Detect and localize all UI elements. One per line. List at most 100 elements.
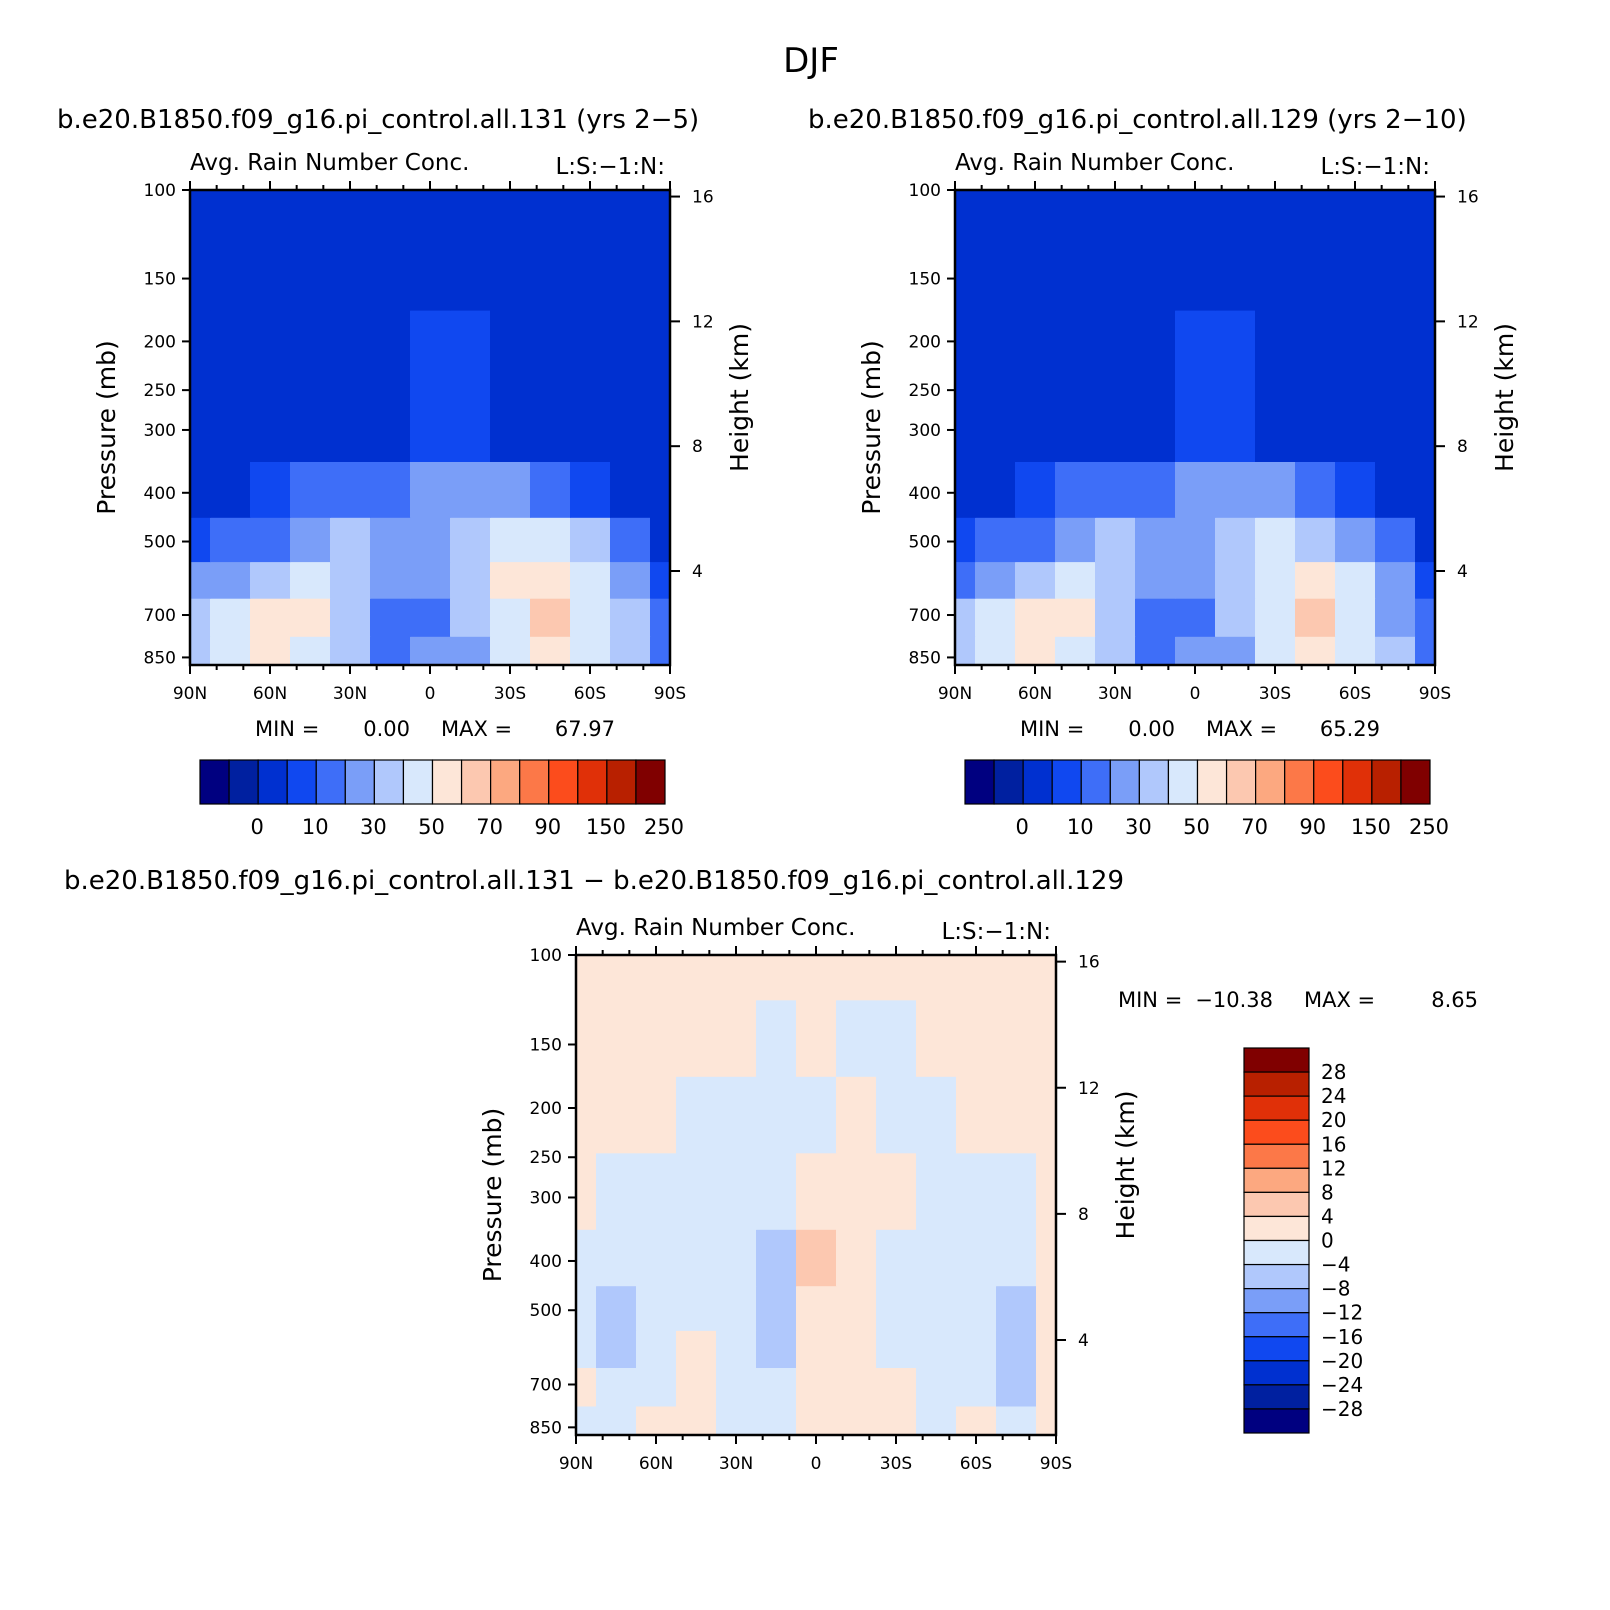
pressure-tick-label: 100 xyxy=(144,181,176,201)
contour-cell xyxy=(596,955,637,1001)
contour-cell xyxy=(210,598,251,637)
contour-cell xyxy=(1415,636,1436,666)
contour-cell xyxy=(570,310,611,462)
colorbar-swatch xyxy=(635,759,666,805)
contour-cell xyxy=(636,955,677,1001)
contour-cell xyxy=(210,461,251,518)
contour-cell xyxy=(1215,461,1256,518)
contour-cell xyxy=(1095,636,1136,666)
contour-cell xyxy=(610,190,651,311)
contour-cell xyxy=(410,598,451,637)
colorbar-label: 4 xyxy=(1321,1204,1334,1228)
contour-cell xyxy=(796,955,837,1001)
lat-tick-label: 30N xyxy=(333,684,367,704)
contour-field xyxy=(955,190,1436,666)
y-axis-label: Pressure (mb) xyxy=(478,1108,507,1282)
contour-cell xyxy=(636,1285,677,1331)
contour-cell xyxy=(530,517,571,563)
contour-cell xyxy=(916,1367,957,1407)
contour-cell xyxy=(1295,461,1336,518)
contour-cell xyxy=(916,1229,957,1287)
colorbar-swatch xyxy=(1284,759,1315,805)
contour-cell xyxy=(410,190,451,311)
contour-cell xyxy=(610,636,651,666)
max-value: 65.29 xyxy=(1320,717,1380,741)
contour-cell xyxy=(1215,598,1256,637)
contour-cell xyxy=(876,1076,917,1154)
colorbar-swatch xyxy=(1243,1047,1310,1073)
contour-cell xyxy=(955,190,976,311)
colorbar-swatch xyxy=(199,759,230,805)
colorbar-swatch xyxy=(1243,1215,1310,1242)
contour-cell xyxy=(1255,310,1296,462)
contour-cell xyxy=(636,1152,677,1230)
contour-cell xyxy=(410,461,451,518)
pressure-tick-label: 250 xyxy=(144,381,176,401)
contour-cell xyxy=(370,517,411,563)
colorbar-label: 70 xyxy=(476,815,503,839)
contour-cell xyxy=(1095,190,1136,311)
contour-cell xyxy=(610,310,651,462)
contour-cell xyxy=(610,517,651,563)
contour-cell xyxy=(190,636,211,666)
colorbar-swatch xyxy=(1313,759,1344,805)
contour-cell xyxy=(190,190,211,311)
contour-cell xyxy=(836,999,877,1077)
contour-cell xyxy=(636,1405,677,1436)
colorbar-swatch xyxy=(1243,1360,1310,1386)
contour-cell xyxy=(1055,636,1096,666)
contour-cell xyxy=(650,636,671,666)
lat-tick-label: 90N xyxy=(938,684,972,704)
colorbar-label: 150 xyxy=(586,815,626,839)
contour-cell xyxy=(190,561,211,599)
contour-cell xyxy=(1415,598,1436,637)
colorbar-swatch xyxy=(1342,759,1373,805)
min-value: 0.00 xyxy=(363,717,410,741)
contour-cell xyxy=(370,310,411,462)
contour-cell xyxy=(330,190,371,311)
contour-cell xyxy=(610,461,651,518)
contour-cell xyxy=(530,461,571,518)
contour-cell xyxy=(576,1405,597,1436)
contour-cell xyxy=(1415,517,1436,563)
contour-cell xyxy=(1135,636,1176,666)
contour-cell xyxy=(1335,190,1376,311)
contour-cell xyxy=(716,1330,757,1368)
contour-cell xyxy=(876,1152,917,1230)
contour-cell xyxy=(1135,561,1176,599)
colorbar-swatch xyxy=(1051,759,1082,805)
contour-cell xyxy=(836,1152,877,1230)
contour-cell xyxy=(250,598,291,637)
contour-cell xyxy=(576,1367,597,1407)
contour-cell xyxy=(1036,999,1057,1077)
contour-cell xyxy=(330,636,371,666)
contour-cell xyxy=(490,598,531,637)
contour-cell xyxy=(956,955,997,1001)
contour-cell xyxy=(756,1152,797,1230)
colorbar-swatch xyxy=(964,759,995,805)
contour-cell xyxy=(576,955,597,1001)
colorbar-swatch xyxy=(490,759,521,805)
contour-cell xyxy=(290,636,331,666)
colorbar-swatch xyxy=(1022,759,1053,805)
contour-cell xyxy=(1215,190,1256,311)
contour-cell xyxy=(1375,310,1416,462)
max-value: 67.97 xyxy=(555,717,615,741)
contour-cell xyxy=(956,1330,997,1368)
contour-cell xyxy=(716,999,757,1077)
contour-cell xyxy=(570,517,611,563)
contour-cell xyxy=(716,955,757,1001)
colorbar-swatch xyxy=(1243,1408,1310,1434)
contour-cell xyxy=(610,561,651,599)
contour-cell xyxy=(676,1152,717,1230)
contour-cell xyxy=(596,1285,637,1331)
colorbar-label: 28 xyxy=(1321,1060,1346,1084)
contour-cell xyxy=(676,999,717,1077)
diff-case-title: b.e20.B1850.f09_g16.pi_control.all.131 −… xyxy=(64,866,1124,896)
contour-cell xyxy=(576,1076,597,1154)
pressure-tick-label: 300 xyxy=(530,1188,562,1208)
contour-cell xyxy=(1055,598,1096,637)
contour-cell xyxy=(190,598,211,637)
contour-cell xyxy=(530,561,571,599)
lat-tick-label: 0 xyxy=(425,684,436,704)
